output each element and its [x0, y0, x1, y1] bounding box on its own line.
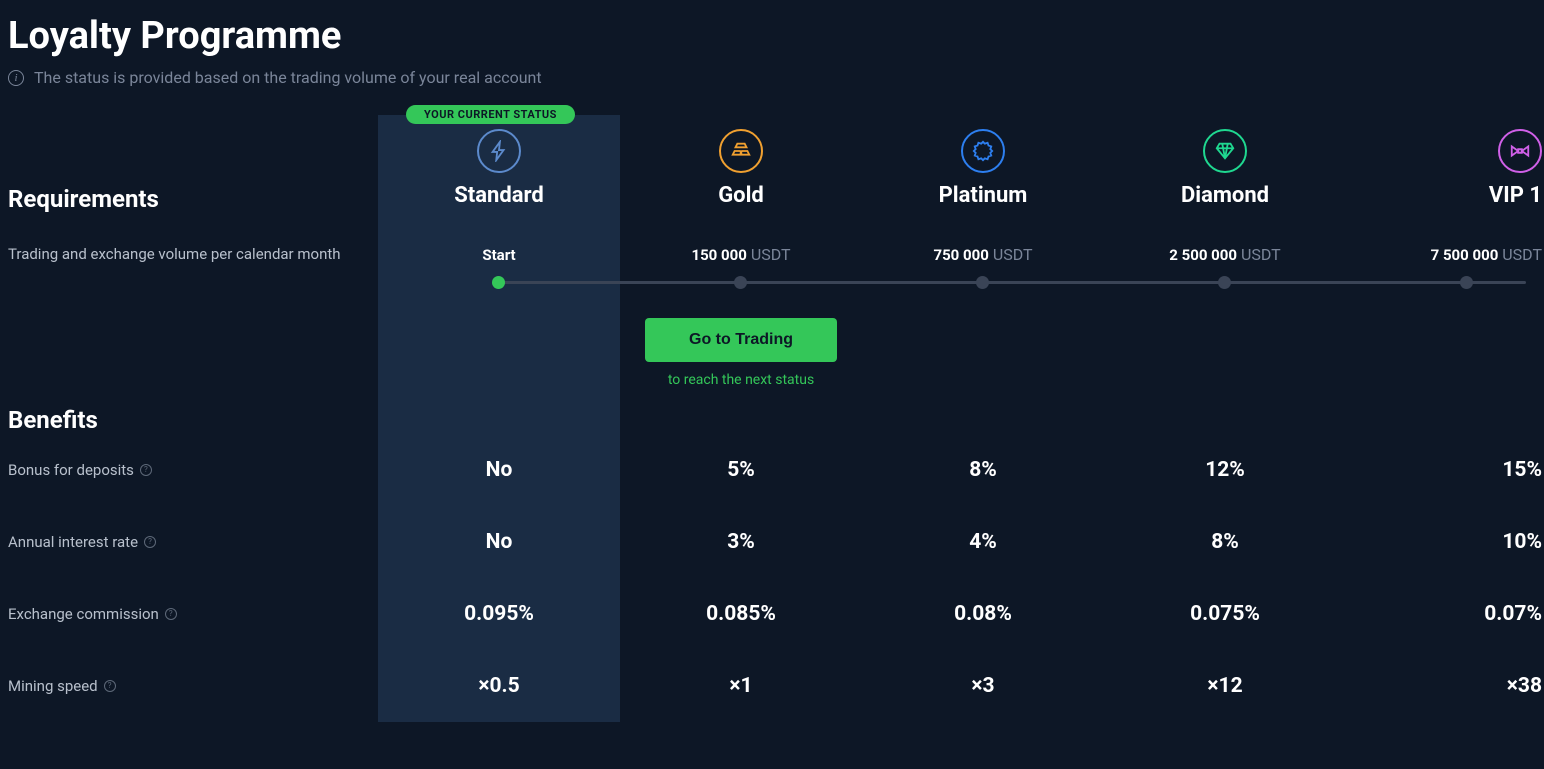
benefit-value: No	[378, 458, 620, 482]
benefit-label: Annual interest rate	[8, 533, 138, 551]
tier-volume: Start	[482, 246, 515, 264]
benefit-value: 12%	[1104, 458, 1346, 482]
progress-dot-diamond	[1218, 276, 1231, 289]
benefit-row-mining: Mining speed ? ×0.5 ×1 ×3 ×12 ×38	[8, 650, 1536, 722]
help-icon[interactable]: ?	[140, 464, 152, 476]
current-status-badge: YOUR CURRENT STATUS	[406, 105, 575, 124]
help-icon[interactable]: ?	[144, 536, 156, 548]
lightning-icon	[488, 140, 510, 162]
benefit-value: 0.085%	[620, 602, 862, 626]
subtitle-row: i The status is provided based on the tr…	[8, 68, 1536, 87]
benefit-value: ×0.5	[378, 674, 620, 698]
tier-name: Standard	[378, 183, 620, 208]
progress-dot-platinum	[976, 276, 989, 289]
info-icon: i	[8, 70, 24, 86]
progress-dot-gold	[734, 276, 747, 289]
help-icon[interactable]: ?	[165, 608, 177, 620]
tier-volume-unit: USDT	[751, 245, 791, 264]
benefit-label: Bonus for deposits	[8, 461, 134, 479]
requirement-label: Trading and exchange volume per calendar…	[8, 243, 378, 266]
progress-bar	[8, 272, 1536, 302]
cta-hint: to reach the next status	[668, 372, 814, 388]
benefit-row-interest: Annual interest rate ? No 3% 4% 8% 10%	[8, 506, 1536, 578]
tier-volume: 150 000	[691, 246, 746, 264]
progress-dot-vip1	[1460, 276, 1473, 289]
badge-icon	[972, 140, 994, 162]
tier-diamond: Diamond	[1104, 97, 1346, 208]
tier-platinum: Platinum	[862, 97, 1104, 208]
benefit-value: No	[378, 530, 620, 554]
benefit-value: 0.08%	[862, 602, 1104, 626]
tier-volume-unit: USDT	[1502, 245, 1542, 264]
tier-name: Diamond	[1104, 183, 1346, 208]
benefits-heading: Benefits	[8, 406, 378, 434]
benefit-value: 5%	[620, 458, 862, 482]
tier-volume: 2 500 000	[1169, 246, 1237, 264]
benefit-label: Mining speed	[8, 677, 98, 695]
tier-volume-unit: USDT	[1241, 245, 1281, 264]
help-icon[interactable]: ?	[104, 680, 116, 692]
tier-name: VIP 1	[1346, 183, 1542, 208]
go-to-trading-button[interactable]: Go to Trading	[645, 318, 837, 362]
tier-vip1: VIP 1	[1346, 97, 1544, 208]
benefit-value: ×1	[620, 674, 862, 698]
benefit-value: 4%	[862, 530, 1104, 554]
benefit-value: 0.095%	[378, 602, 620, 626]
cta-section: Go to Trading to reach the next status	[620, 302, 862, 396]
benefit-value: 8%	[862, 458, 1104, 482]
benefit-value: 0.07%	[1346, 602, 1544, 626]
tier-name: Gold	[620, 183, 862, 208]
gold-bars-icon	[730, 140, 752, 162]
benefit-value: ×38	[1346, 674, 1544, 698]
subtitle-text: The status is provided based on the trad…	[34, 68, 542, 87]
page-title: Loyalty Programme	[8, 14, 1536, 58]
benefit-row-bonus: Bonus for deposits ? No 5% 8% 12% 15%	[8, 434, 1536, 506]
benefit-value: 3%	[620, 530, 862, 554]
tier-gold: Gold	[620, 97, 862, 208]
benefit-value: 15%	[1346, 458, 1544, 482]
tier-name: Platinum	[862, 183, 1104, 208]
benefit-value: 8%	[1104, 530, 1346, 554]
tier-volume: 7 500 000	[1431, 246, 1499, 264]
bowtie-icon	[1509, 140, 1531, 162]
diamond-icon	[1214, 140, 1236, 162]
progress-dot-standard	[492, 276, 505, 289]
benefit-label: Exchange commission	[8, 605, 159, 623]
benefit-value: 10%	[1346, 530, 1544, 554]
tier-volume: 750 000	[933, 246, 988, 264]
tier-volume-unit: USDT	[993, 245, 1033, 264]
benefit-row-commission: Exchange commission ? 0.095% 0.085% 0.08…	[8, 578, 1536, 650]
benefit-value: ×3	[862, 674, 1104, 698]
requirements-heading: Requirements	[8, 185, 378, 213]
benefit-value: ×12	[1104, 674, 1346, 698]
benefit-value: 0.075%	[1104, 602, 1346, 626]
loyalty-table: YOUR CURRENT STATUS Requirements Standar…	[8, 97, 1536, 722]
